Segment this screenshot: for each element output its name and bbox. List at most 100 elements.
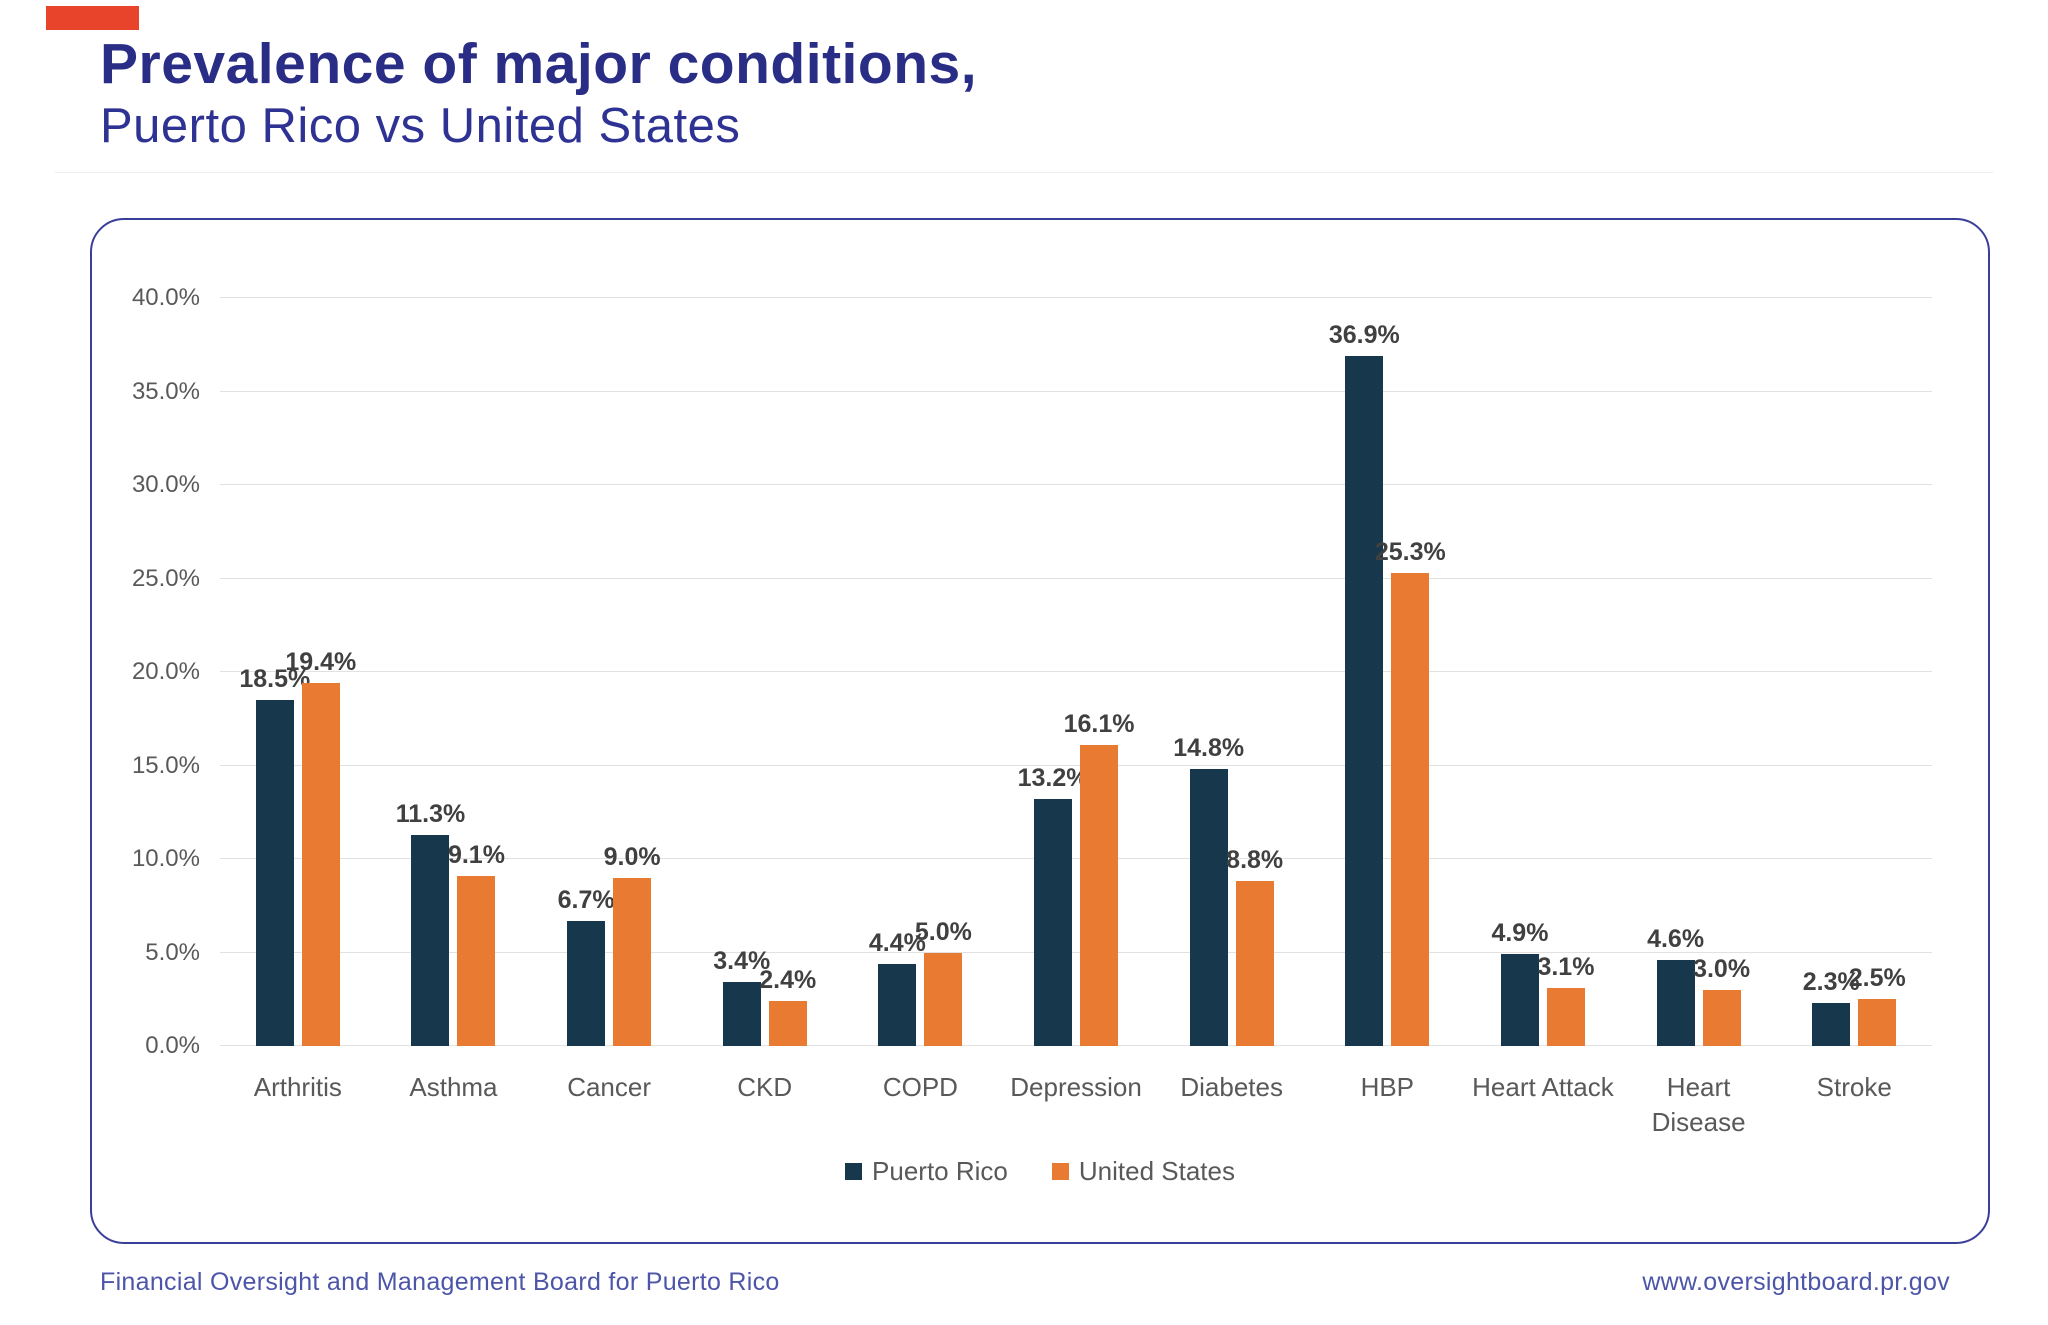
x-axis-category-label: CKD: [737, 1072, 793, 1102]
x-axis-category-label: Stroke: [1816, 1072, 1892, 1102]
bar-value-label: 3.0%: [1693, 954, 1751, 983]
y-axis-tick-label: 10.0%: [131, 845, 200, 872]
bar-value-label: 13.2%: [1017, 764, 1089, 793]
x-axis-category-label: Diabetes: [1180, 1072, 1283, 1102]
gridline: [220, 484, 1932, 485]
x-axis-category-label: Asthma: [409, 1072, 498, 1102]
bar-value-label: 4.4%: [868, 928, 926, 957]
y-axis-tick-label: 20.0%: [131, 658, 200, 685]
bar-value-label: 8.8%: [1226, 846, 1284, 875]
bar-group-asthma: 11.3% 9.1% Asthma: [376, 298, 532, 1102]
legend-label: Puerto Rico: [872, 1156, 1008, 1186]
bar-puerto-rico: 4.9%: [1491, 919, 1548, 1046]
legend-item-puerto-rico: Puerto Rico: [845, 1156, 1008, 1187]
bar-value-label: 25.3%: [1374, 537, 1446, 566]
bar-group-heart-attack: 4.9% 3.1% Heart Attack: [1465, 298, 1621, 1102]
bar-value-label: 9.0%: [603, 842, 661, 871]
bar-value-label: 2.5%: [1848, 964, 1906, 993]
bar-value-label: 14.8%: [1173, 734, 1245, 763]
bar-united-states: 5.0%: [915, 918, 972, 1046]
gridline: [220, 297, 1932, 298]
bar-united-states: 19.4%: [285, 648, 356, 1046]
legend-label: United States: [1078, 1156, 1235, 1186]
plot-area: 0.0% 5.0% 10.0% 15.0% 20.0% 25.0% 30.0% 35.0% 40…: [132, 284, 1932, 1137]
bar-value-label: 2.3%: [1802, 968, 1860, 996]
bar-group-stroke: 2.3% 2.5% Stroke: [1776, 298, 1932, 1102]
bar-groups: 18.5% 19.4% Arthritis 11.3% 9.1% Asthma 6.7% 9.…: [220, 298, 1932, 1137]
bar-value-label: 16.1%: [1063, 709, 1135, 738]
bar-puerto-rico: 36.9%: [1329, 321, 1400, 1046]
header: Prevalence of major conditions, Puerto R…: [100, 32, 978, 153]
gridline: [220, 764, 1932, 766]
bar-value-label: 36.9%: [1328, 320, 1400, 349]
x-axis-category-label: HBP: [1360, 1072, 1415, 1102]
bar-group-ckd: 3.4% 2.4% CKD: [687, 298, 843, 1102]
bar-puerto-rico: 6.7%: [558, 886, 615, 1046]
x-axis-category-label: Heart Attack: [1472, 1072, 1614, 1102]
legend: Puerto Rico United States: [92, 1156, 1988, 1187]
bar-puerto-rico: 18.5%: [239, 665, 310, 1046]
accent-bar: [46, 6, 139, 30]
bar-group-cancer: 6.7% 9.0% Cancer: [531, 298, 687, 1102]
gridline: [220, 858, 1932, 859]
bar-puerto-rico: 4.4%: [869, 929, 926, 1046]
bar-group-depression: 13.2% 16.1% Depression: [998, 298, 1154, 1102]
gridline: [220, 951, 1932, 953]
gridline: [220, 671, 1932, 672]
bar-value-label: 3.1%: [1537, 953, 1595, 982]
gridline: [220, 1045, 1932, 1046]
bar-group-heart-disease: 4.6% 3.0% Heart Disease: [1621, 298, 1777, 1137]
bar-value-label: 11.3%: [395, 799, 466, 828]
x-axis-category-label: COPD: [882, 1072, 958, 1102]
bar-united-states: 3.1%: [1537, 953, 1594, 1046]
bar-puerto-rico: 3.4%: [713, 947, 770, 1046]
legend-swatch-icon: [845, 1163, 863, 1180]
bar-united-states: 9.0%: [604, 843, 661, 1046]
bar-value-label: 5.0%: [914, 917, 972, 946]
bar-group-arthritis: 18.5% 19.4% Arthritis: [220, 298, 376, 1102]
y-axis-tick-label: 35.0%: [131, 377, 200, 405]
y-axis-tick-label: 5.0%: [145, 938, 200, 966]
bar-united-states: 16.1%: [1064, 710, 1134, 1046]
footer-right-text: www.oversightboard.pr.gov: [1642, 1268, 1950, 1296]
bar-group-hbp: 36.9% 25.3% HBP: [1309, 298, 1465, 1102]
bar-united-states: 3.0%: [1693, 955, 1750, 1046]
bar-value-label: 4.6%: [1647, 924, 1705, 953]
x-axis-category-label: Depression: [1010, 1072, 1142, 1102]
footer: Financial Oversight and Management Board…: [100, 1268, 1950, 1297]
bar-value-label: 2.4%: [759, 966, 817, 995]
legend-swatch-icon: [1051, 1163, 1069, 1180]
bar-united-states: 9.1%: [448, 841, 505, 1046]
title-divider: [55, 172, 1993, 173]
bar-puerto-rico: 11.3%: [396, 800, 465, 1046]
x-axis-category-label: Heart Disease: [1651, 1072, 1746, 1138]
bar-puerto-rico: 13.2%: [1018, 764, 1088, 1046]
gridline: [220, 390, 1932, 392]
chart-card: 0.0% 5.0% 10.0% 15.0% 20.0% 25.0% 30.0% 35.0% 40…: [90, 218, 1990, 1244]
page-subtitle: Puerto Rico vs United States: [100, 98, 741, 153]
bar-united-states: 25.3%: [1375, 538, 1446, 1046]
bar-puerto-rico: 14.8%: [1173, 734, 1244, 1046]
y-axis-tick-label: 30.0%: [131, 471, 200, 498]
legend-item-united-states: United States: [1051, 1156, 1235, 1187]
bar-value-label: 18.5%: [239, 665, 311, 694]
bar-united-states: 8.8%: [1226, 846, 1283, 1046]
y-axis-tick-label: 40.0%: [131, 284, 200, 311]
bar-value-label: 4.9%: [1491, 919, 1549, 948]
bar-puerto-rico: 2.3%: [1803, 968, 1860, 1046]
bar-group-diabetes: 14.8% 8.8% Diabetes: [1154, 298, 1310, 1102]
bar-value-label: 3.4%: [713, 947, 771, 976]
bar-united-states: 2.5%: [1849, 964, 1906, 1046]
y-axis-tick-label: 0.0%: [145, 1032, 200, 1059]
x-axis-category-label: Cancer: [567, 1072, 652, 1102]
bar-puerto-rico: 4.6%: [1647, 925, 1704, 1046]
bar-group-copd: 4.4% 5.0% COPD: [843, 298, 999, 1103]
y-axis-tick-label: 25.0%: [131, 564, 200, 592]
bar-value-label: 6.7%: [557, 885, 615, 914]
bar-value-label: 9.1%: [447, 840, 505, 869]
page-title: Prevalence of major conditions,: [100, 32, 978, 96]
footer-left-text: Financial Oversight and Management Board…: [100, 1268, 780, 1296]
y-axis-tick-label: 15.0%: [131, 751, 200, 779]
bar-united-states: 2.4%: [759, 966, 816, 1046]
x-axis-category-label: Arthritis: [253, 1072, 342, 1102]
